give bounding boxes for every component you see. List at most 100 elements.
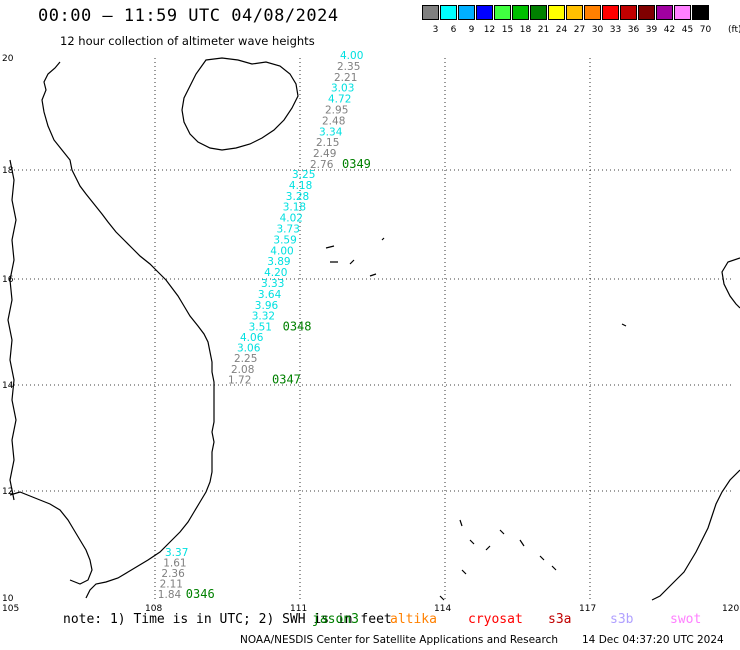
cambodia-coastline — [9, 491, 93, 585]
legend-label: 18 — [519, 25, 532, 35]
legend-swatch — [440, 5, 457, 20]
track-pass: 3.371.612.362.111.84 0346 — [158, 547, 215, 601]
map-subtitle: 12 hour collection of altimeter wave hei… — [60, 34, 315, 48]
footnote: note: 1) Time is in UTC; 2) SWH is in fe… — [63, 612, 392, 627]
vietnam-coastline — [41, 61, 215, 599]
pass-time-label: 0349 — [342, 157, 371, 171]
legend-label: 9 — [468, 25, 475, 35]
legend-swatch — [638, 5, 655, 20]
legend-unit: (ft) — [728, 25, 740, 35]
wave-height-value: 3.51 — [249, 322, 272, 334]
track-pass: 4.063.062.252.081.72 0347 — [228, 332, 301, 386]
legend-swatch — [692, 5, 709, 20]
lat-label: 16 — [2, 275, 14, 285]
wave-height-value: 2.35 — [337, 61, 360, 73]
legend-label: 42 — [663, 25, 676, 35]
legend-swatch — [566, 5, 583, 20]
lon-label: 114 — [434, 604, 451, 614]
wave-height-value: 2.49 — [313, 148, 336, 160]
lat-label: 10 — [2, 594, 14, 604]
legend-swatch — [620, 5, 637, 20]
wave-height-value: 3.96 — [255, 300, 279, 312]
wave-height-value: 2.95 — [325, 105, 348, 117]
legend-label: 45 — [681, 25, 694, 35]
lon-label: 111 — [290, 604, 307, 614]
legend-swatch — [656, 5, 673, 20]
lat-label: 12 — [2, 487, 13, 497]
wave-height-value: 3.06 — [237, 343, 261, 355]
map-title: 00:00 – 11:59 UTC 04/08/2024 — [38, 6, 339, 26]
lat-label: 14 — [2, 381, 14, 391]
legend-swatch — [674, 5, 691, 20]
wave-height-value: 3.64 — [258, 289, 282, 301]
wave-height-value: 2.08 — [231, 364, 254, 376]
legend-swatch — [548, 5, 565, 20]
legend-swatch — [602, 5, 619, 20]
wave-height-value: 3.18 — [283, 202, 306, 214]
wave-height-value: 3.34 — [319, 126, 343, 138]
wave-height-value: 2.36 — [161, 568, 185, 580]
wave-height-value: 1.61 — [163, 558, 186, 570]
wave-height-value: 4.20 — [264, 267, 287, 279]
wave-height-value: 3.89 — [267, 256, 290, 268]
legend-label: 6 — [450, 25, 457, 35]
wave-height-value: 2.76 — [310, 159, 334, 171]
wave-height-value: 4.18 — [289, 180, 312, 192]
wave-height-value: 3.33 — [261, 278, 284, 290]
lon-label: 120 — [722, 604, 739, 614]
lat-label: 18 — [2, 166, 14, 176]
pass-time-label: 0346 — [186, 587, 215, 601]
legend-swatch — [584, 5, 601, 20]
coastline — [7, 57, 740, 601]
wave-height-value: 2.15 — [316, 137, 339, 149]
satellite-swot: swot — [670, 612, 702, 627]
legend-label: 3 — [432, 25, 439, 35]
legend-label: 21 — [537, 25, 550, 35]
lat-label: 20 — [2, 54, 14, 64]
satellite-cryosat: cryosat — [468, 612, 523, 627]
philippines-coastline — [721, 257, 740, 309]
legend-swatch — [422, 5, 439, 20]
satellite-s3a: s3a — [548, 612, 572, 627]
wave-height-value: 4.06 — [240, 332, 264, 344]
spratly-islands — [439, 519, 557, 601]
pass-time-label: 0348 — [283, 320, 312, 334]
wave-height-value: 3.37 — [165, 547, 188, 559]
satellite-s3b: s3b — [610, 612, 634, 627]
wave-height-value: 3.73 — [277, 224, 300, 236]
wave-height-value: 1.72 — [228, 374, 251, 386]
legend-label: 33 — [609, 25, 622, 35]
altimeter-tracks: 4.002.352.213.034.722.952.483.342.152.49… — [158, 50, 371, 601]
wave-height-value: 1.84 — [158, 589, 182, 601]
timestamp-text: 14 Dec 04:37:20 UTC 2024 — [582, 634, 724, 646]
legend-swatch — [476, 5, 493, 20]
satellite-altika: altika — [390, 612, 437, 627]
legend-swatch — [494, 5, 511, 20]
wave-height-value: 2.11 — [160, 579, 183, 591]
wave-height-value: 4.02 — [280, 213, 303, 225]
wave-height-value: 2.21 — [334, 72, 357, 84]
wave-height-value: 3.25 — [292, 169, 315, 181]
wave-height-value: 4.00 — [270, 245, 293, 257]
legend-label: 12 — [483, 25, 496, 35]
satellite-jason3: jason3 — [312, 612, 359, 627]
wave-height-value: 3.28 — [286, 191, 309, 203]
legend-label: 39 — [645, 25, 658, 35]
hainan-coastline — [181, 57, 299, 151]
wave-height-value: 3.59 — [273, 234, 296, 246]
lon-label: 117 — [579, 604, 596, 614]
credit-text: NOAA/NESDIS Center for Satellite Applica… — [240, 634, 558, 646]
legend-label: 36 — [627, 25, 640, 35]
wave-height-value: 2.25 — [234, 353, 257, 365]
legend-label: 27 — [573, 25, 586, 35]
lon-label: 108 — [145, 604, 162, 614]
thailand-coastline — [7, 159, 17, 501]
legend-label: 30 — [591, 25, 604, 35]
pass-time-label: 0347 — [272, 372, 301, 386]
legend-label: 15 — [501, 25, 514, 35]
track-pass: 4.002.352.213.034.722.952.483.342.152.49… — [310, 50, 371, 171]
palawan-coastline — [651, 469, 740, 601]
legend-swatch — [530, 5, 547, 20]
